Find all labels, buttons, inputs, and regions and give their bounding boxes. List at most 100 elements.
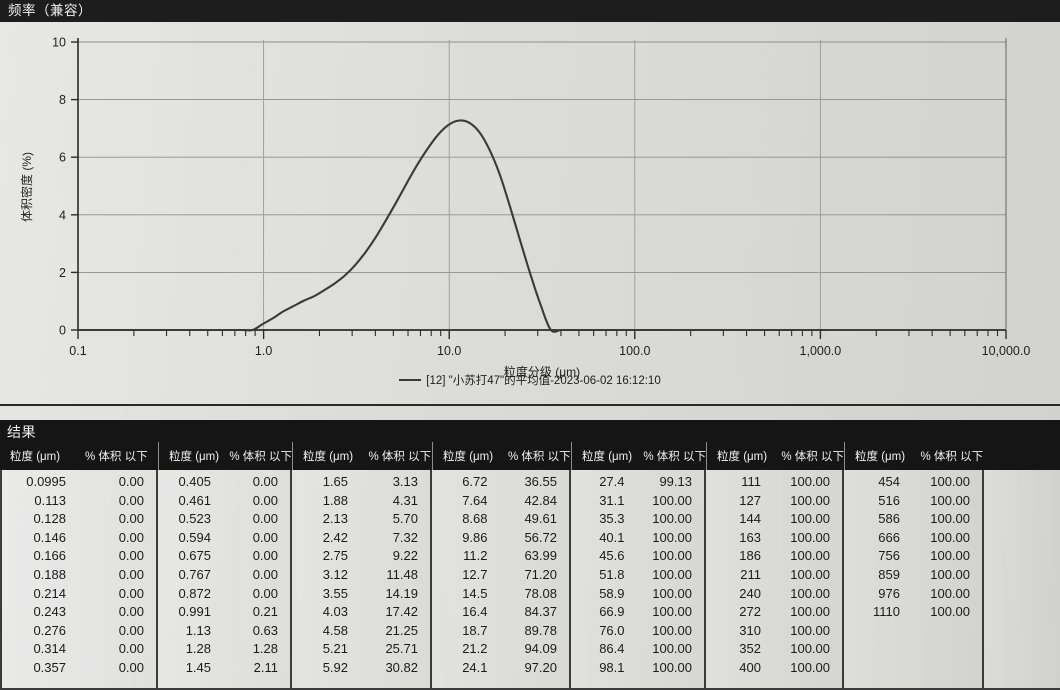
table-row[interactable]: 0.128 0.00 bbox=[2, 510, 156, 529]
table-row[interactable]: 111 100.00 bbox=[706, 473, 842, 492]
table-row[interactable]: 0.357 0.00 bbox=[2, 659, 156, 678]
table-row[interactable]: 58.9 100.00 bbox=[571, 585, 704, 604]
table-row[interactable]: 0.461 0.00 bbox=[158, 492, 290, 511]
table-row[interactable]: 40.1 100.00 bbox=[571, 529, 704, 548]
y-axis-label: 体积密度 (%) bbox=[19, 152, 34, 222]
table-row[interactable]: 586 100.00 bbox=[844, 510, 982, 529]
header-size-label: 粒度 (μm) bbox=[443, 451, 494, 463]
table-row[interactable]: 0.405 0.00 bbox=[158, 473, 290, 492]
table-row[interactable]: 11.2 63.99 bbox=[432, 547, 569, 566]
table-row[interactable]: 66.9 100.00 bbox=[571, 603, 704, 622]
table-row[interactable]: 0.166 0.00 bbox=[2, 547, 156, 566]
table-row[interactable]: 0.767 0.00 bbox=[158, 566, 290, 585]
cell-volume-percent: 0.00 bbox=[252, 585, 278, 601]
table-row[interactable]: 127 100.00 bbox=[706, 492, 842, 511]
table-row[interactable]: 400 100.00 bbox=[706, 659, 842, 678]
table-row[interactable]: 0.991 0.21 bbox=[158, 603, 290, 622]
table-row[interactable]: 0.872 0.00 bbox=[158, 585, 290, 604]
table-row[interactable]: 24.1 97.20 bbox=[432, 659, 569, 678]
cell-volume-percent: 0.00 bbox=[118, 492, 144, 508]
cell-particle-size: 3.12 bbox=[322, 566, 348, 582]
table-row[interactable]: 666 100.00 bbox=[844, 529, 982, 548]
header-size-label: 粒度 (μm) bbox=[169, 451, 220, 463]
table-row[interactable]: 186 100.00 bbox=[706, 547, 842, 566]
cell-volume-percent: 4.31 bbox=[392, 492, 418, 508]
table-row[interactable]: 0.594 0.00 bbox=[158, 529, 290, 548]
table-row[interactable]: 1.88 4.31 bbox=[292, 492, 430, 511]
table-row[interactable]: 0.276 0.00 bbox=[2, 622, 156, 641]
cell-volume-percent: 36.55 bbox=[524, 474, 557, 489]
results-column: 454 100.00 516 100.00 586 100.00 666 100.00 756 1… bbox=[844, 470, 984, 690]
table-row[interactable]: 756 100.00 bbox=[844, 547, 982, 566]
table-row[interactable]: 0.0995 0.00 bbox=[2, 473, 156, 492]
cell-particle-size: 1.45 bbox=[185, 659, 211, 675]
cell-volume-percent: 100.00 bbox=[930, 566, 970, 582]
table-row[interactable]: 27.4 99.13 bbox=[571, 473, 704, 492]
results-column-headers: 粒度 (μm)% 体积 以下 粒度 (μm)% 体积 以下 粒度 (μm)% 体积 … bbox=[0, 442, 1060, 470]
table-row[interactable]: 0.675 0.00 bbox=[158, 547, 290, 566]
table-row[interactable]: 4.03 17.42 bbox=[292, 603, 430, 622]
table-row[interactable]: 272 100.00 bbox=[706, 603, 842, 622]
table-row[interactable]: 859 100.00 bbox=[844, 566, 982, 585]
table-row[interactable]: 310 100.00 bbox=[706, 622, 842, 641]
table-row[interactable]: 516 100.00 bbox=[844, 492, 982, 511]
table-row[interactable]: 144 100.00 bbox=[706, 510, 842, 529]
table-row[interactable]: 18.7 89.78 bbox=[432, 622, 569, 641]
results-column: 1.65 3.13 1.88 4.31 2.13 5.70 2.42 7.32 2.75 9.22… bbox=[292, 470, 432, 690]
cell-volume-percent: 100.00 bbox=[652, 511, 692, 527]
table-row[interactable]: 76.0 100.00 bbox=[571, 622, 704, 641]
table-row[interactable]: 86.4 100.00 bbox=[571, 640, 704, 659]
table-row[interactable]: 2.13 5.70 bbox=[292, 510, 430, 529]
table-row[interactable]: 0.243 0.00 bbox=[2, 603, 156, 622]
table-row[interactable]: 0.314 0.00 bbox=[2, 640, 156, 659]
table-row[interactable]: 1.45 2.11 bbox=[158, 659, 290, 678]
table-row[interactable]: 14.5 78.08 bbox=[432, 585, 569, 604]
table-row[interactable]: 8.68 49.61 bbox=[432, 510, 569, 529]
table-row[interactable]: 12.7 71.20 bbox=[432, 566, 569, 585]
header-percent-label: % 体积 以下 bbox=[920, 451, 984, 463]
cell-particle-size: 272 bbox=[739, 604, 761, 620]
table-row[interactable]: 1110 100.00 bbox=[844, 603, 982, 622]
cell-volume-percent: 7.32 bbox=[392, 529, 418, 545]
table-row[interactable]: 51.8 100.00 bbox=[571, 566, 704, 585]
table-row[interactable]: 2.75 9.22 bbox=[292, 547, 430, 566]
svg-text:6: 6 bbox=[59, 151, 66, 165]
table-row[interactable]: 16.4 84.37 bbox=[432, 603, 569, 622]
cell-volume-percent: 0.00 bbox=[252, 566, 278, 582]
cell-particle-size: 240 bbox=[739, 585, 761, 601]
cell-volume-percent: 0.00 bbox=[252, 511, 278, 527]
table-row[interactable]: 352 100.00 bbox=[706, 640, 842, 659]
table-row[interactable]: 2.42 7.32 bbox=[292, 529, 430, 548]
table-row[interactable]: 4.58 21.25 bbox=[292, 622, 430, 641]
table-row[interactable]: 976 100.00 bbox=[844, 585, 982, 604]
table-row[interactable]: 3.12 11.48 bbox=[292, 566, 430, 585]
table-row[interactable]: 0.113 0.00 bbox=[2, 492, 156, 511]
table-row[interactable]: 31.1 100.00 bbox=[571, 492, 704, 511]
table-row[interactable]: 0.523 0.00 bbox=[158, 510, 290, 529]
table-row[interactable]: 240 100.00 bbox=[706, 585, 842, 604]
cell-particle-size: 0.113 bbox=[34, 492, 66, 508]
cell-volume-percent: 100.00 bbox=[930, 511, 970, 527]
table-row[interactable]: 21.2 94.09 bbox=[432, 640, 569, 659]
cell-volume-percent: 100.00 bbox=[790, 566, 830, 582]
table-row[interactable]: 454 100.00 bbox=[844, 473, 982, 492]
table-row[interactable]: 3.55 14.19 bbox=[292, 585, 430, 604]
table-row[interactable]: 35.3 100.00 bbox=[571, 510, 704, 529]
table-row[interactable]: 211 100.00 bbox=[706, 566, 842, 585]
table-row[interactable]: 9.86 56.72 bbox=[432, 529, 569, 548]
table-row[interactable]: 7.64 42.84 bbox=[432, 492, 569, 511]
table-row[interactable]: 163 100.00 bbox=[706, 529, 842, 548]
table-row[interactable]: 5.21 25.71 bbox=[292, 640, 430, 659]
table-row[interactable]: 45.6 100.00 bbox=[571, 547, 704, 566]
table-row[interactable]: 1.28 1.28 bbox=[158, 640, 290, 659]
chart-legend: [12] "小苏打47"的平均值-2023-06-02 16:12:10 bbox=[0, 372, 1060, 388]
table-row[interactable]: 1.65 3.13 bbox=[292, 473, 430, 492]
table-row[interactable]: 0.146 0.00 bbox=[2, 529, 156, 548]
table-row[interactable]: 0.214 0.00 bbox=[2, 585, 156, 604]
table-row[interactable]: 5.92 30.82 bbox=[292, 659, 430, 678]
cell-particle-size: 11.2 bbox=[463, 548, 488, 564]
table-row[interactable]: 6.72 36.55 bbox=[432, 473, 569, 492]
table-row[interactable]: 0.188 0.00 bbox=[2, 566, 156, 585]
table-row[interactable]: 1.13 0.63 bbox=[158, 622, 290, 641]
table-row[interactable]: 98.1 100.00 bbox=[571, 659, 704, 678]
